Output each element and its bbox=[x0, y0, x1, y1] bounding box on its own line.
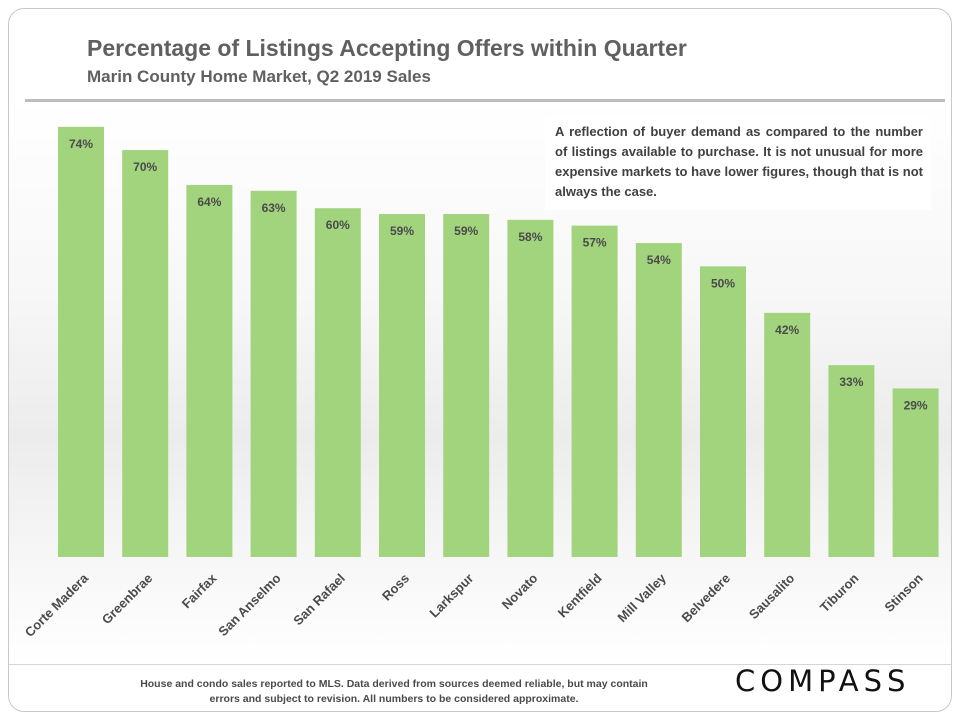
data-label: 33% bbox=[839, 375, 863, 389]
category-label: San Rafael bbox=[290, 571, 348, 629]
category-label: Ross bbox=[379, 571, 412, 604]
category-label: Stinson bbox=[881, 570, 925, 614]
bar-stinson bbox=[892, 388, 939, 557]
data-label: 60% bbox=[326, 218, 350, 232]
bar-san-anselmo bbox=[250, 190, 297, 557]
category-label: Fairfax bbox=[179, 570, 220, 611]
bar-sausalito bbox=[764, 312, 811, 557]
data-label: 59% bbox=[390, 224, 414, 238]
category-label: Greenbrae bbox=[99, 571, 156, 628]
bar-mill-valley bbox=[635, 243, 682, 557]
data-label: 70% bbox=[133, 160, 157, 174]
bar-kentfield bbox=[571, 225, 618, 557]
data-label: 50% bbox=[711, 276, 735, 290]
bar-greenbrae bbox=[122, 150, 169, 558]
category-label: Larkspur bbox=[426, 571, 476, 621]
bar-novato bbox=[507, 219, 554, 557]
category-label: Belvedere bbox=[679, 571, 734, 626]
chart-subtitle: Marin County Home Market, Q2 2019 Sales bbox=[87, 67, 431, 86]
data-label: 29% bbox=[904, 398, 928, 412]
footer-divider bbox=[9, 664, 951, 665]
category-label: San Anselmo bbox=[215, 570, 284, 639]
data-label: 63% bbox=[262, 201, 286, 215]
category-label: Mill Valley bbox=[614, 570, 669, 625]
category-label: Novato bbox=[499, 570, 541, 612]
data-label: 54% bbox=[647, 253, 671, 267]
category-label: Sausalito bbox=[746, 570, 798, 622]
data-label: 59% bbox=[454, 224, 478, 238]
chart-title: Percentage of Listings Accepting Offers … bbox=[87, 35, 687, 61]
title-divider bbox=[25, 99, 945, 102]
bar-tiburon bbox=[828, 365, 875, 557]
data-label: 74% bbox=[69, 137, 93, 151]
bar-fairfax bbox=[186, 184, 233, 558]
bar-ross bbox=[379, 214, 425, 557]
bar-corte-madera bbox=[58, 126, 104, 558]
bar-chart: 74% Corte Madera 70% Greenbrae 64% Fairfax 63%… bbox=[22, 126, 939, 640]
data-label: 42% bbox=[775, 323, 799, 337]
annotation-note: A reflection of buyer demand as compared… bbox=[545, 116, 931, 210]
bar-san-rafael bbox=[314, 208, 361, 557]
chart-frame: Percentage of Listings Accepting Offers … bbox=[8, 8, 952, 712]
footer-disclaimer: House and condo sales reported to MLS. D… bbox=[140, 678, 648, 705]
category-label: Kentfield bbox=[555, 570, 605, 620]
bar-belvedere bbox=[700, 266, 746, 557]
data-label: 57% bbox=[583, 236, 607, 250]
data-label: 58% bbox=[518, 230, 542, 244]
category-label: Tiburon bbox=[817, 570, 862, 615]
bar-larkspur bbox=[443, 214, 490, 557]
category-label: Corte Madera bbox=[22, 570, 92, 640]
data-label: 64% bbox=[197, 195, 221, 209]
compass-logo: COMPASS bbox=[735, 664, 911, 698]
